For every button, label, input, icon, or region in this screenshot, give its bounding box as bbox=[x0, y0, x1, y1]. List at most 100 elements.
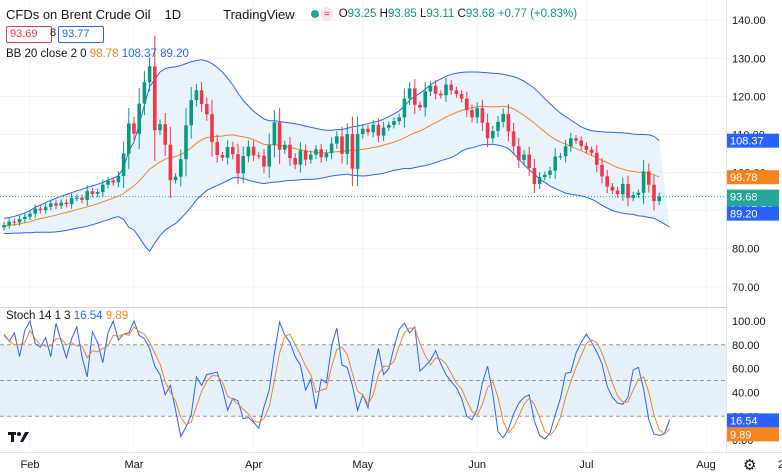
candle-body[interactable] bbox=[75, 197, 79, 199]
candle-body[interactable] bbox=[220, 155, 225, 158]
candle-body[interactable] bbox=[355, 134, 360, 169]
candle-body[interactable] bbox=[407, 88, 412, 99]
candle-body[interactable] bbox=[381, 127, 386, 136]
candle-body[interactable] bbox=[33, 208, 37, 214]
candle-body[interactable] bbox=[506, 113, 511, 132]
candle-body[interactable] bbox=[163, 124, 167, 145]
candle-body[interactable] bbox=[423, 91, 427, 108]
candle-body[interactable] bbox=[23, 216, 27, 219]
tradingview-logo-icon[interactable] bbox=[8, 430, 30, 444]
candle-body[interactable] bbox=[277, 122, 282, 150]
candle-body[interactable] bbox=[496, 121, 500, 132]
candle-body[interactable] bbox=[589, 149, 594, 153]
candle-body[interactable] bbox=[54, 203, 58, 206]
candle-body[interactable] bbox=[470, 110, 474, 118]
candle-body[interactable] bbox=[387, 124, 391, 128]
candle-body[interactable] bbox=[340, 136, 344, 154]
candle-body[interactable] bbox=[345, 134, 349, 154]
candle-body[interactable] bbox=[43, 206, 48, 211]
candle-body[interactable] bbox=[303, 150, 308, 160]
candle-body[interactable] bbox=[491, 131, 495, 139]
candle-body[interactable] bbox=[615, 190, 620, 195]
time-axis[interactable]: Feb Mar Apr May Jun Jul Aug 22 bbox=[21, 459, 782, 471]
settings-gear-icon[interactable]: ⚙ bbox=[743, 457, 757, 474]
candle-body[interactable] bbox=[621, 183, 625, 195]
candle-body[interactable] bbox=[574, 138, 578, 141]
candle-body[interactable] bbox=[657, 196, 661, 202]
price-axis[interactable]: 140.00130.00120.00110.00100.0090.0080.00… bbox=[727, 15, 779, 294]
candle-body[interactable] bbox=[59, 202, 63, 206]
candle-body[interactable] bbox=[439, 93, 443, 96]
candle-body[interactable] bbox=[7, 221, 11, 226]
candle-body[interactable] bbox=[376, 124, 381, 136]
candle-body[interactable] bbox=[397, 117, 401, 122]
candle-body[interactable] bbox=[173, 176, 178, 181]
candle-body[interactable] bbox=[647, 171, 651, 185]
candle-body[interactable] bbox=[309, 154, 313, 160]
candle-body[interactable] bbox=[371, 124, 375, 133]
candle-body[interactable] bbox=[459, 94, 464, 99]
candle-body[interactable] bbox=[537, 177, 542, 184]
candle-body[interactable] bbox=[101, 184, 105, 192]
candles[interactable] bbox=[0, 35, 726, 231]
candle-body[interactable] bbox=[329, 143, 334, 154]
candle-body[interactable] bbox=[49, 203, 53, 207]
candle-body[interactable] bbox=[199, 90, 204, 104]
candle-body[interactable] bbox=[522, 154, 526, 160]
candle-body[interactable] bbox=[69, 198, 74, 205]
candle-body[interactable] bbox=[428, 85, 433, 92]
candle-body[interactable] bbox=[241, 156, 245, 174]
candle-body[interactable] bbox=[205, 104, 209, 115]
candle-body[interactable] bbox=[90, 191, 95, 194]
candle-body[interactable] bbox=[194, 90, 199, 101]
candle-body[interactable] bbox=[636, 192, 641, 196]
candle-body[interactable] bbox=[12, 221, 17, 223]
candle-body[interactable] bbox=[179, 159, 183, 177]
candle-body[interactable] bbox=[449, 84, 453, 91]
candle-body[interactable] bbox=[454, 90, 459, 95]
candle-body[interactable] bbox=[324, 153, 329, 158]
candle-body[interactable] bbox=[641, 171, 646, 193]
candle-body[interactable] bbox=[38, 208, 43, 211]
candle-body[interactable] bbox=[168, 144, 173, 181]
candle-body[interactable] bbox=[444, 84, 448, 96]
candle-body[interactable] bbox=[626, 183, 630, 199]
candle-body[interactable] bbox=[272, 122, 277, 146]
interval-label[interactable]: 1D bbox=[164, 6, 182, 22]
candle-body[interactable] bbox=[142, 82, 147, 104]
candle-body[interactable] bbox=[569, 138, 573, 147]
candle-body[interactable] bbox=[532, 167, 537, 184]
candle-body[interactable] bbox=[236, 154, 240, 174]
candle-body[interactable] bbox=[610, 186, 615, 191]
candle-body[interactable] bbox=[106, 180, 110, 185]
candle-body[interactable] bbox=[210, 114, 214, 143]
candle-body[interactable] bbox=[111, 180, 115, 183]
candle-body[interactable] bbox=[231, 147, 235, 155]
candle-body[interactable] bbox=[600, 164, 604, 177]
candle-body[interactable] bbox=[319, 149, 323, 158]
candle-body[interactable] bbox=[293, 158, 297, 165]
candle-body[interactable] bbox=[553, 156, 557, 171]
candle-body[interactable] bbox=[605, 176, 609, 187]
candle-body[interactable] bbox=[121, 153, 126, 176]
candle-body[interactable] bbox=[579, 140, 583, 146]
stoch-legend[interactable]: Stoch 14 1 3 16.54 9.89 bbox=[6, 310, 128, 322]
candle-body[interactable] bbox=[189, 100, 193, 126]
candle-body[interactable] bbox=[215, 142, 219, 156]
candle-body[interactable] bbox=[335, 136, 339, 144]
candle-body[interactable] bbox=[595, 152, 599, 165]
candle-body[interactable] bbox=[584, 145, 589, 150]
candle-body[interactable] bbox=[543, 174, 547, 178]
candle-body[interactable] bbox=[563, 146, 568, 157]
candle-body[interactable] bbox=[251, 146, 256, 156]
buy-button[interactable]: 93.77 bbox=[58, 26, 104, 43]
candle-body[interactable] bbox=[158, 124, 162, 131]
candle-body[interactable] bbox=[366, 128, 370, 133]
candle-body[interactable] bbox=[257, 155, 261, 157]
candle-body[interactable] bbox=[127, 123, 131, 154]
candle-body[interactable] bbox=[527, 154, 531, 168]
candle-body[interactable] bbox=[225, 147, 230, 158]
candle-body[interactable] bbox=[485, 122, 490, 139]
candle-body[interactable] bbox=[548, 170, 552, 175]
